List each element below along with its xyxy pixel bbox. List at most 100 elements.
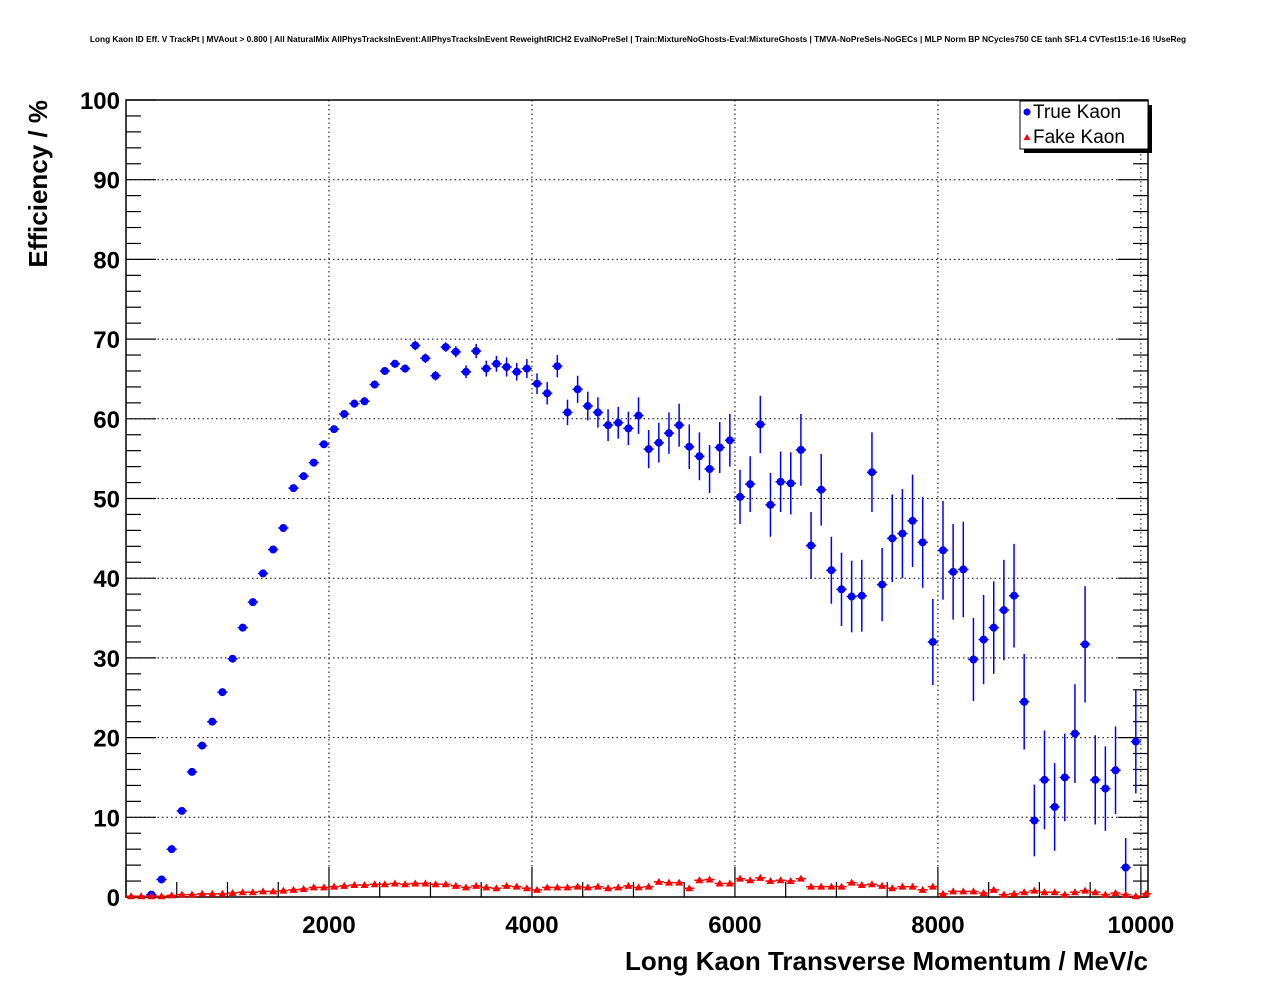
x-tick-label: 10000: [1108, 912, 1175, 939]
axis-ticks: [125, 99, 1148, 898]
data-point: [949, 567, 958, 576]
data-point: [482, 883, 491, 891]
data-point: [1030, 886, 1039, 894]
data-point: [309, 458, 318, 467]
data-point: [431, 880, 440, 888]
data-point: [786, 479, 795, 488]
data-point: [979, 635, 988, 644]
data-point: [644, 882, 653, 890]
data-point: [1060, 773, 1069, 782]
legend-box: [1019, 100, 1149, 150]
data-point: [593, 882, 602, 890]
data-point: [390, 879, 399, 887]
data-point: [401, 364, 410, 373]
data-point: [624, 424, 633, 433]
data-point: [827, 566, 836, 575]
data-point: [837, 882, 846, 890]
data-point: [1050, 888, 1059, 896]
data-point: [370, 880, 379, 888]
data-point: [319, 440, 328, 449]
data-point: [918, 538, 927, 547]
data-point: [1101, 784, 1110, 793]
data-point: [187, 767, 196, 776]
data-point: [746, 480, 755, 489]
data-point: [776, 876, 785, 884]
data-point: [715, 443, 724, 452]
data-point: [888, 534, 897, 543]
data-point: [411, 879, 420, 887]
data-point: [685, 884, 694, 892]
data-point: [624, 881, 633, 889]
data-point: [695, 876, 704, 884]
data-point: [228, 889, 237, 897]
data-point: [248, 598, 257, 607]
data-point: [766, 500, 775, 509]
data-point: [756, 420, 765, 429]
data-point: [309, 883, 318, 891]
data-point: [685, 442, 694, 451]
data-point: [198, 889, 207, 897]
data-point: [705, 875, 714, 883]
data-point: [350, 399, 359, 408]
data-point: [664, 429, 673, 438]
data-point: [878, 881, 887, 889]
data-point: [330, 882, 339, 890]
data-marks: [126, 340, 1152, 900]
y-tick-label: 10: [93, 805, 120, 832]
data-point: [431, 371, 440, 380]
data-point: [604, 884, 613, 892]
data-point: [898, 529, 907, 538]
data-point: [1141, 889, 1150, 897]
y-tick-label: 40: [93, 566, 120, 593]
data-point: [248, 888, 257, 896]
data-point: [390, 359, 399, 368]
data-point: [847, 878, 856, 886]
data-point: [492, 884, 501, 892]
data-point: [898, 882, 907, 890]
data-point: [938, 889, 947, 897]
data-point: [259, 569, 268, 578]
data-point: [654, 438, 663, 447]
data-point: [969, 655, 978, 664]
data-point: [675, 421, 684, 430]
data-point: [299, 472, 308, 481]
y-tick-label: 70: [93, 327, 120, 354]
y-tick-label: 50: [93, 487, 120, 514]
data-point: [593, 408, 602, 417]
data-point: [989, 623, 998, 632]
data-point: [512, 882, 521, 890]
y-tick-label: 20: [93, 726, 120, 753]
data-point: [1101, 890, 1110, 898]
x-tick-labels: 2000 4000 6000 8000 10000: [302, 912, 1174, 939]
data-point: [867, 468, 876, 477]
data-point: [959, 887, 968, 895]
data-point: [715, 879, 724, 887]
data-point: [807, 882, 816, 890]
data-point: [736, 874, 745, 882]
data-point: [1091, 888, 1100, 896]
y-tick-label: 0: [107, 885, 120, 912]
data-point: [928, 882, 937, 890]
data-point: [736, 492, 745, 501]
data-point: [928, 637, 937, 646]
y-tick-labels: 0 10 20 30 40 50 60 70 80 90 100: [80, 88, 120, 912]
data-point: [776, 477, 785, 486]
y-tick-label: 90: [93, 168, 120, 195]
data-point: [573, 882, 582, 890]
data-point: [1050, 802, 1059, 811]
data-point: [340, 410, 349, 419]
data-point: [999, 890, 1008, 898]
data-point: [563, 408, 572, 417]
data-point: [238, 888, 247, 896]
data-point: [319, 883, 328, 891]
legend-marker-fake-kaon: [1023, 134, 1031, 140]
data-point: [583, 402, 592, 411]
data-point: [847, 592, 856, 601]
data-point: [451, 347, 460, 356]
data-point: [482, 364, 491, 373]
data-point: [634, 411, 643, 420]
data-point: [1040, 775, 1049, 784]
data-point: [543, 389, 552, 398]
legend-label-fake-kaon: Fake Kaon: [1033, 127, 1125, 148]
